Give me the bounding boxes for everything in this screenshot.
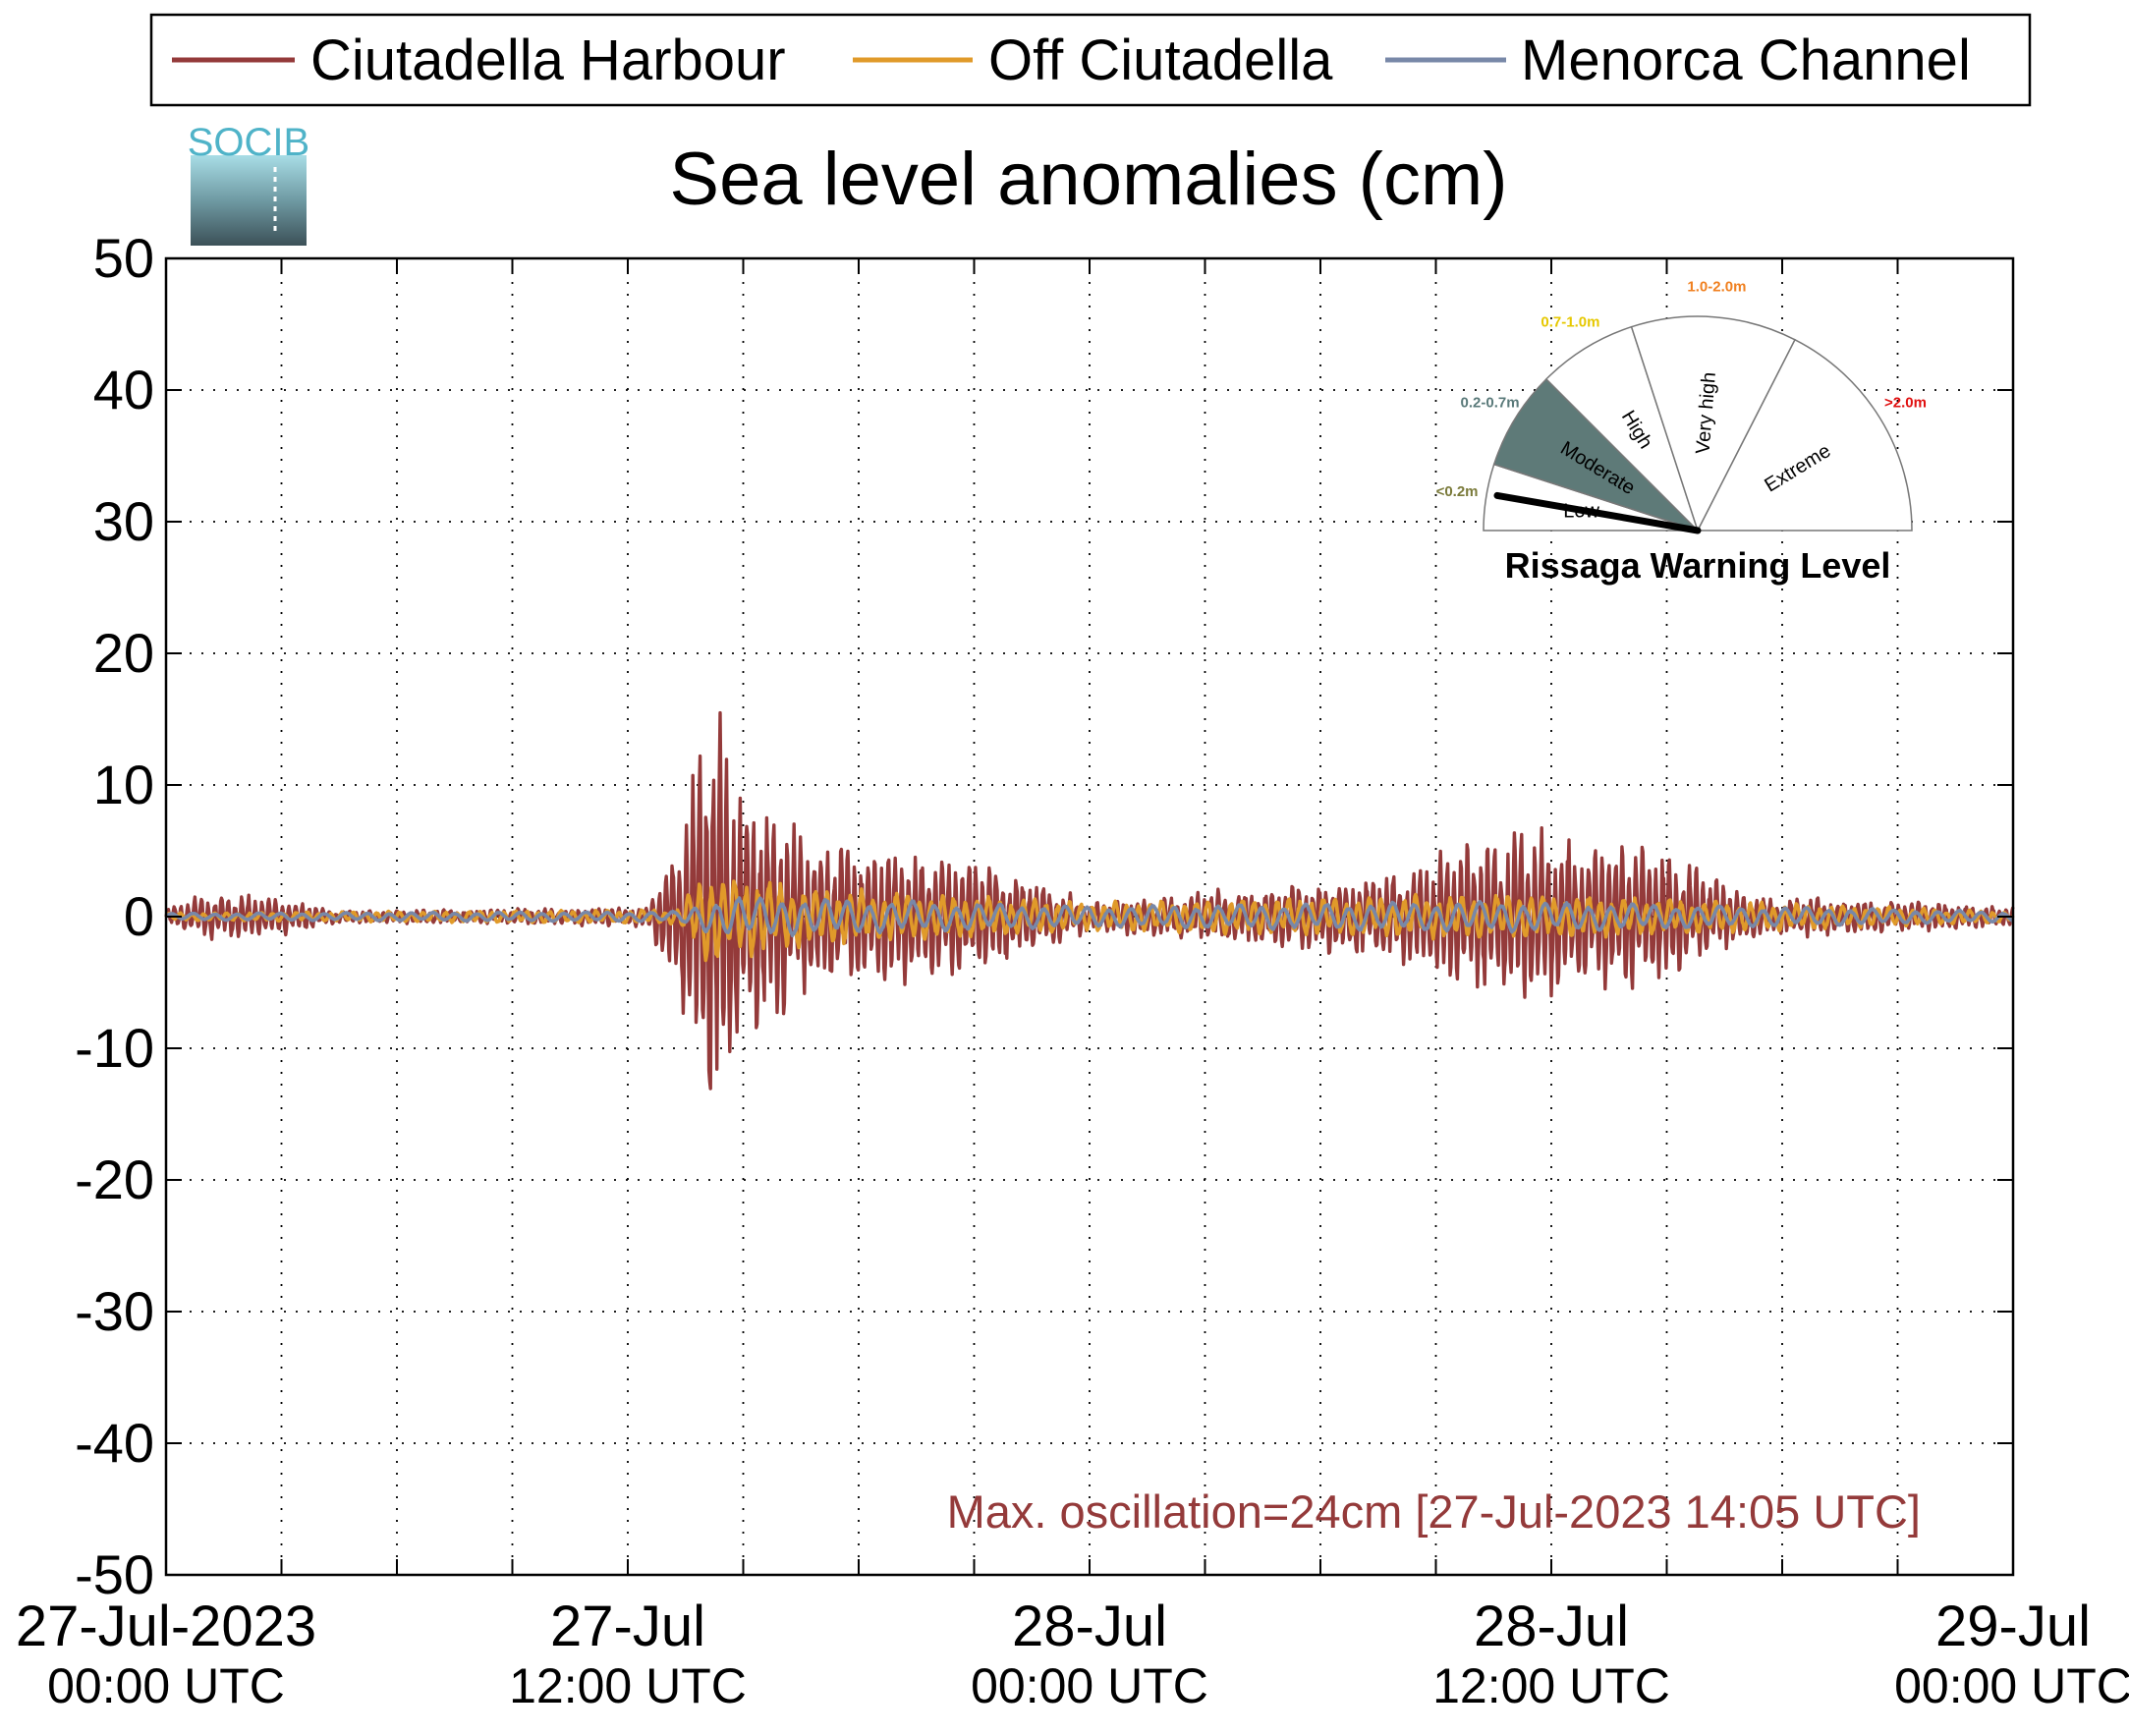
gauge-range-label: 0.2-0.7m <box>1461 394 1520 411</box>
gauge-segment-very-high <box>1630 315 1797 532</box>
y-tick-label: 30 <box>93 490 154 552</box>
gauge-range-label: <0.2m <box>1436 483 1479 500</box>
legend-label-ciutadella-harbour: Ciutadella Harbour <box>310 28 786 92</box>
logo-wave-block <box>191 155 307 246</box>
x-tick-time-label: 12:00 UTC <box>509 1658 747 1713</box>
y-tick-label: -40 <box>75 1412 154 1474</box>
y-tick-label: 10 <box>93 754 154 815</box>
y-tick-label: -20 <box>75 1148 154 1210</box>
y-axis-tick-labels: -50 -40 -30 -20 -10 0 10 20 30 40 50 <box>75 227 154 1605</box>
x-tick-time-label: 00:00 UTC <box>971 1658 1208 1713</box>
series-line-menorca-channel <box>164 896 2014 938</box>
series-line-off-ciutadella <box>164 879 2015 963</box>
gauge-range-label: 0.7-1.0m <box>1541 314 1599 331</box>
gauge-segment-extreme <box>1696 338 1913 532</box>
y-tick-label: -30 <box>75 1280 154 1342</box>
legend: Ciutadella Harbour Off Ciutadella Menorc… <box>149 13 2032 107</box>
axis-ticks <box>166 257 2013 1576</box>
x-tick-time-label: 12:00 UTC <box>1432 1658 1670 1713</box>
x-tick-date-label: 28-Jul <box>1012 1595 1167 1658</box>
logo-text: SOCIB <box>188 121 309 164</box>
socib-logo: SOCIB <box>188 121 309 246</box>
series-layer <box>164 710 2015 1091</box>
gauge-range-label: >2.0m <box>1884 394 1927 411</box>
gauge-segment-moderate <box>1492 377 1699 532</box>
grid <box>166 258 2013 1575</box>
legend-box <box>149 13 2032 107</box>
x-tick-date-label: 28-Jul <box>1474 1595 1629 1658</box>
y-tick-label: 40 <box>93 359 154 420</box>
gauge-needle <box>1493 491 1702 534</box>
gauge-segment-high <box>1544 325 1699 532</box>
y-tick-label: 0 <box>124 885 154 947</box>
max-oscillation-annotation: Max. oscillation=24cm [27-Jul-2023 14:05… <box>947 1485 1921 1538</box>
x-tick-time-label: 00:00 UTC <box>47 1658 285 1713</box>
gauge-title: Rissaga Warning Level <box>1505 545 1891 586</box>
x-tick-date-label: 29-Jul <box>1935 1595 2091 1658</box>
chart-title: Sea level anomalies (cm) <box>669 138 1507 221</box>
x-tick-time-label: 00:00 UTC <box>1894 1658 2129 1713</box>
x-tick-date-label: 27-Jul <box>550 1595 705 1658</box>
legend-label-menorca-channel: Menorca Channel <box>1521 28 1971 92</box>
y-tick-label: 20 <box>93 622 154 684</box>
gauge-range-label: 1.0-2.0m <box>1687 279 1746 296</box>
rissaga-warning-gauge: Low<0.2mModerate0.2-0.7mHigh0.7-1.0mVery… <box>1436 279 1927 534</box>
x-tick-date-label: 27-Jul-2023 <box>16 1595 316 1658</box>
y-tick-label: -50 <box>75 1543 154 1605</box>
y-tick-label: -10 <box>75 1017 154 1079</box>
y-tick-label: 50 <box>93 227 154 289</box>
legend-label-off-ciutadella: Off Ciutadella <box>988 28 1333 92</box>
